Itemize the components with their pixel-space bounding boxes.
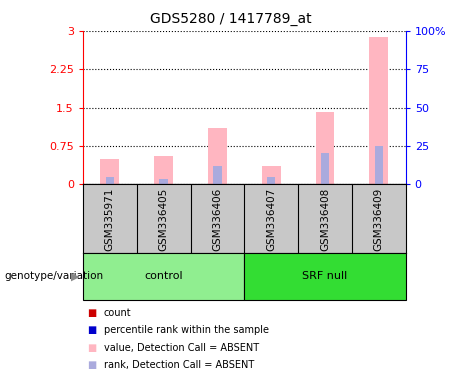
Text: rank, Detection Call = ABSENT: rank, Detection Call = ABSENT xyxy=(104,360,254,370)
Bar xyxy=(208,128,227,184)
Bar xyxy=(154,156,173,184)
Bar xyxy=(213,166,222,184)
Text: ■: ■ xyxy=(88,325,97,335)
Text: genotype/variation: genotype/variation xyxy=(5,271,104,281)
Bar xyxy=(100,159,119,184)
Text: SRF null: SRF null xyxy=(302,271,348,281)
Text: ■: ■ xyxy=(88,308,97,318)
Bar xyxy=(321,152,329,184)
Bar xyxy=(106,177,114,184)
Text: GSM336409: GSM336409 xyxy=(374,187,384,250)
Bar xyxy=(244,253,406,300)
Text: GSM336406: GSM336406 xyxy=(213,187,223,250)
Text: GSM336408: GSM336408 xyxy=(320,187,330,250)
Bar xyxy=(83,253,244,300)
Text: percentile rank within the sample: percentile rank within the sample xyxy=(104,325,269,335)
Text: count: count xyxy=(104,308,131,318)
Bar xyxy=(160,179,168,184)
Text: control: control xyxy=(144,271,183,281)
Bar xyxy=(369,37,388,184)
Text: GSM336405: GSM336405 xyxy=(159,187,169,250)
Text: GDS5280 / 1417789_at: GDS5280 / 1417789_at xyxy=(150,12,311,25)
Bar xyxy=(316,112,334,184)
Bar xyxy=(374,146,383,184)
Text: ■: ■ xyxy=(88,343,97,353)
Text: ▶: ▶ xyxy=(71,271,80,281)
Text: GSM335971: GSM335971 xyxy=(105,187,115,251)
Bar xyxy=(262,166,281,184)
Text: GSM336407: GSM336407 xyxy=(266,187,276,250)
Text: ■: ■ xyxy=(88,360,97,370)
Text: value, Detection Call = ABSENT: value, Detection Call = ABSENT xyxy=(104,343,259,353)
Bar xyxy=(267,177,276,184)
